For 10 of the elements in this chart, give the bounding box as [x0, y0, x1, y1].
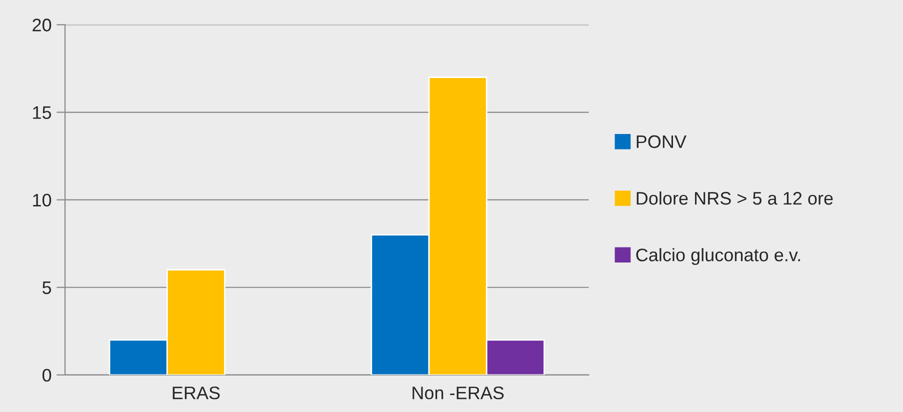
legend-label: Calcio gluconato e.v. — [636, 248, 800, 265]
y-tick-label: 15 — [33, 106, 52, 119]
y-tick-label: 0 — [42, 368, 52, 382]
y-tick-label: 20 — [32, 18, 52, 32]
y-tick-label: 5 — [42, 281, 52, 294]
y-tick-label: 10 — [33, 194, 52, 207]
legend-label: Dolore NRS > 5 a 12 ore — [636, 191, 833, 205]
legend-label: PONV — [636, 135, 686, 148]
x-tick-label: Non -ERAS — [412, 386, 504, 400]
x-tick-label: ERAS — [172, 386, 220, 400]
